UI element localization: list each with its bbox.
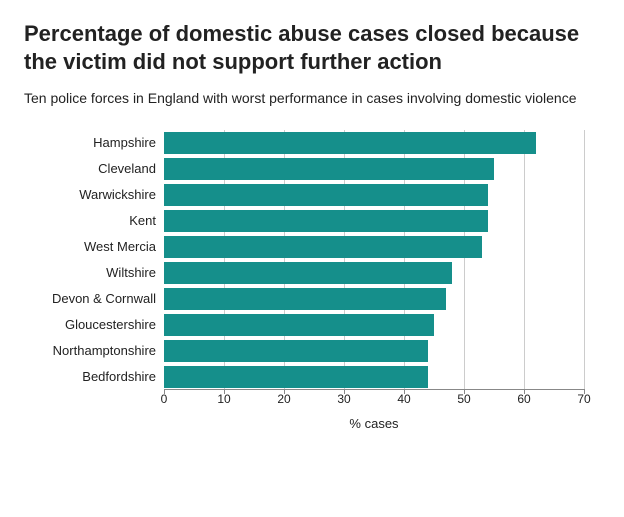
chart-title: Percentage of domestic abuse cases close… <box>24 20 600 75</box>
y-axis-label: Bedfordshire <box>16 366 156 388</box>
x-tick-label: 0 <box>161 392 168 406</box>
x-tick-label: 30 <box>337 392 350 406</box>
bar <box>164 158 494 180</box>
grid-line <box>584 130 585 390</box>
y-axis-label: Gloucestershire <box>16 314 156 336</box>
x-axis-label: % cases <box>164 416 584 431</box>
x-tick-label: 40 <box>397 392 410 406</box>
y-axis-label: West Mercia <box>16 236 156 258</box>
y-axis-label: Hampshire <box>16 132 156 154</box>
plot-area <box>164 130 584 390</box>
chart-container: % cases 010203040506070HampshireClevelan… <box>24 130 600 440</box>
y-axis-label: Northamptonshire <box>16 340 156 362</box>
bar <box>164 132 536 154</box>
y-axis-label: Devon & Cornwall <box>16 288 156 310</box>
x-tick-label: 50 <box>457 392 470 406</box>
bar <box>164 366 428 388</box>
x-tick-label: 60 <box>517 392 530 406</box>
x-tick-label: 70 <box>577 392 590 406</box>
bar <box>164 236 482 258</box>
y-axis-label: Wiltshire <box>16 262 156 284</box>
grid-line <box>524 130 525 390</box>
bar <box>164 210 488 232</box>
bar <box>164 314 434 336</box>
x-tick-label: 20 <box>277 392 290 406</box>
x-tick-label: 10 <box>217 392 230 406</box>
bar <box>164 262 452 284</box>
chart-subtitle: Ten police forces in England with worst … <box>24 89 600 108</box>
y-axis-label: Warwickshire <box>16 184 156 206</box>
y-axis-label: Cleveland <box>16 158 156 180</box>
y-axis-label: Kent <box>16 210 156 232</box>
bar <box>164 288 446 310</box>
bar <box>164 184 488 206</box>
bar <box>164 340 428 362</box>
